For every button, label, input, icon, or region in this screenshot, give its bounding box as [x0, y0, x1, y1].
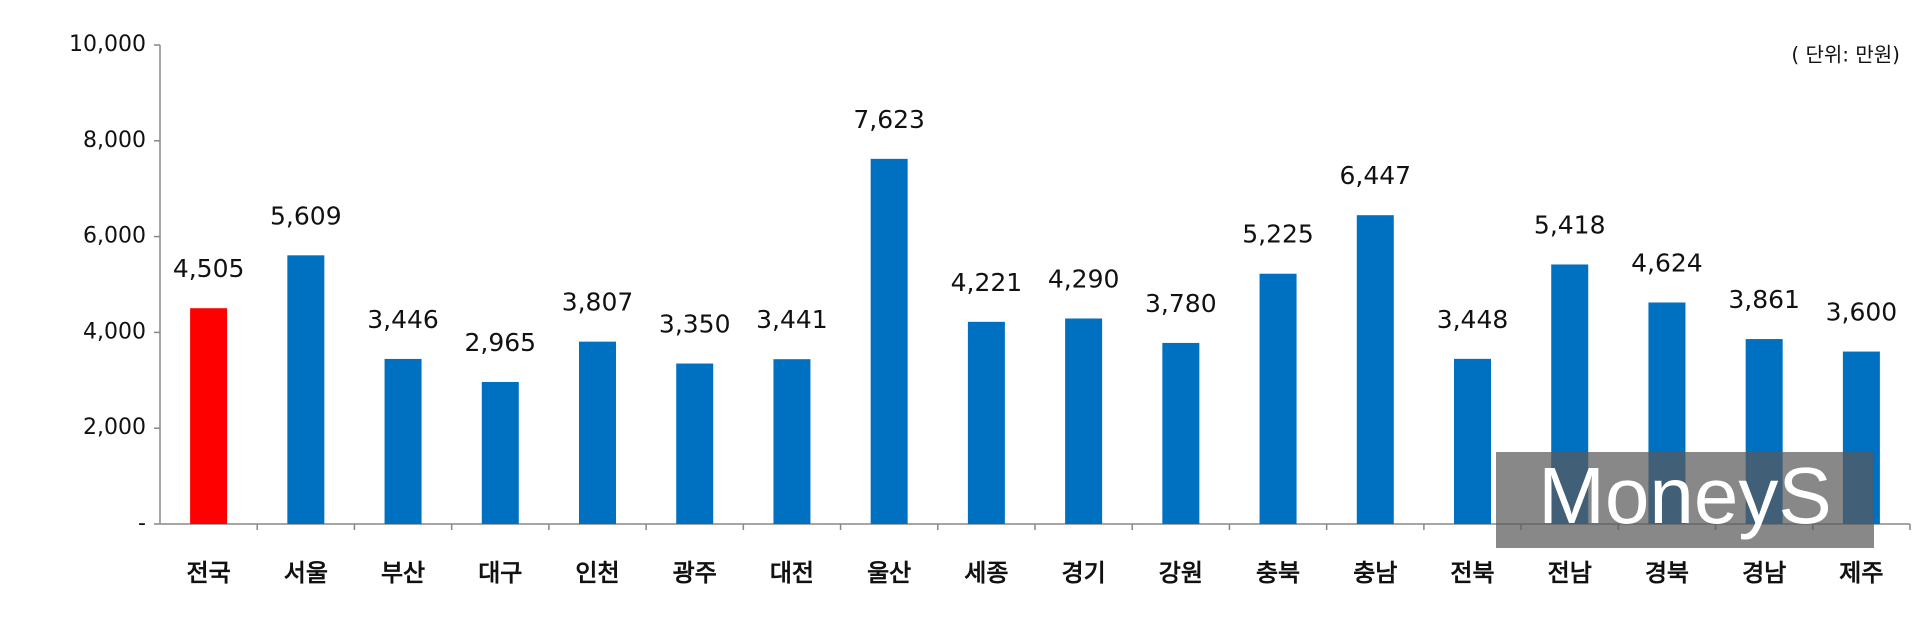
value-label: 4,624 — [1631, 249, 1703, 278]
y-tick-label: 2,000 — [83, 415, 146, 440]
x-tick-label: 경남 — [1742, 559, 1786, 587]
bar — [967, 321, 1005, 524]
x-tick-label: 울산 — [867, 559, 911, 587]
value-label: 2,965 — [464, 328, 536, 357]
x-tick-label: 강원 — [1159, 559, 1203, 587]
value-label: 4,221 — [951, 268, 1023, 297]
x-tick-label: 서울 — [284, 559, 328, 587]
value-label: 7,623 — [853, 105, 925, 134]
value-label: 4,505 — [173, 254, 245, 283]
bar — [676, 363, 714, 524]
value-label: 4,290 — [1048, 265, 1120, 294]
bar — [287, 255, 325, 524]
x-tick-label: 전남 — [1548, 559, 1592, 587]
bar — [870, 158, 908, 524]
x-tick-label: 충북 — [1256, 559, 1300, 587]
value-label: 3,446 — [367, 305, 439, 334]
x-tick-label: 세종 — [964, 559, 1008, 587]
x-tick-label: 광주 — [673, 559, 717, 587]
value-label: 3,350 — [659, 310, 731, 339]
x-tick-label: 충남 — [1353, 559, 1397, 587]
value-label: 3,861 — [1728, 285, 1800, 314]
value-label: 5,225 — [1242, 220, 1314, 249]
y-tick-label: 10,000 — [69, 32, 146, 57]
x-tick-label: 대전 — [770, 559, 814, 587]
bar — [1356, 215, 1394, 524]
bar — [579, 341, 616, 524]
x-tick-label: 경북 — [1645, 559, 1689, 587]
y-tick-label: 4,000 — [83, 319, 146, 344]
x-tick-label: 전북 — [1450, 559, 1494, 587]
y-tick-label: - — [138, 511, 146, 536]
value-label: 3,448 — [1437, 305, 1509, 334]
bar — [773, 359, 811, 524]
value-label: 3,600 — [1826, 298, 1898, 327]
watermark: MoneyS — [1538, 451, 1831, 540]
value-label: 3,807 — [562, 288, 634, 317]
x-tick-label: 대구 — [478, 559, 522, 587]
value-label: 5,609 — [270, 201, 342, 230]
value-label: 3,780 — [1145, 289, 1217, 318]
value-label: 3,441 — [756, 305, 828, 334]
bar — [384, 358, 422, 524]
bar — [1065, 318, 1103, 524]
bar — [1259, 273, 1297, 524]
x-tick-label: 제주 — [1839, 559, 1883, 587]
value-label: 6,447 — [1339, 161, 1411, 190]
bar — [481, 381, 519, 524]
bar — [190, 308, 228, 524]
x-tick-label: 전국 — [187, 559, 231, 587]
x-tick-label: 부산 — [381, 559, 425, 587]
y-tick-label: 8,000 — [83, 128, 146, 153]
unit-note: ( 단위: 만원) — [1791, 43, 1900, 67]
x-tick-label: 인천 — [575, 559, 619, 587]
watermark-box — [1496, 452, 1874, 548]
bar — [1454, 358, 1491, 524]
x-tick-label: 경기 — [1062, 559, 1106, 587]
bar — [1162, 342, 1200, 524]
value-label: 5,418 — [1534, 210, 1606, 239]
y-tick-label: 6,000 — [83, 224, 146, 249]
